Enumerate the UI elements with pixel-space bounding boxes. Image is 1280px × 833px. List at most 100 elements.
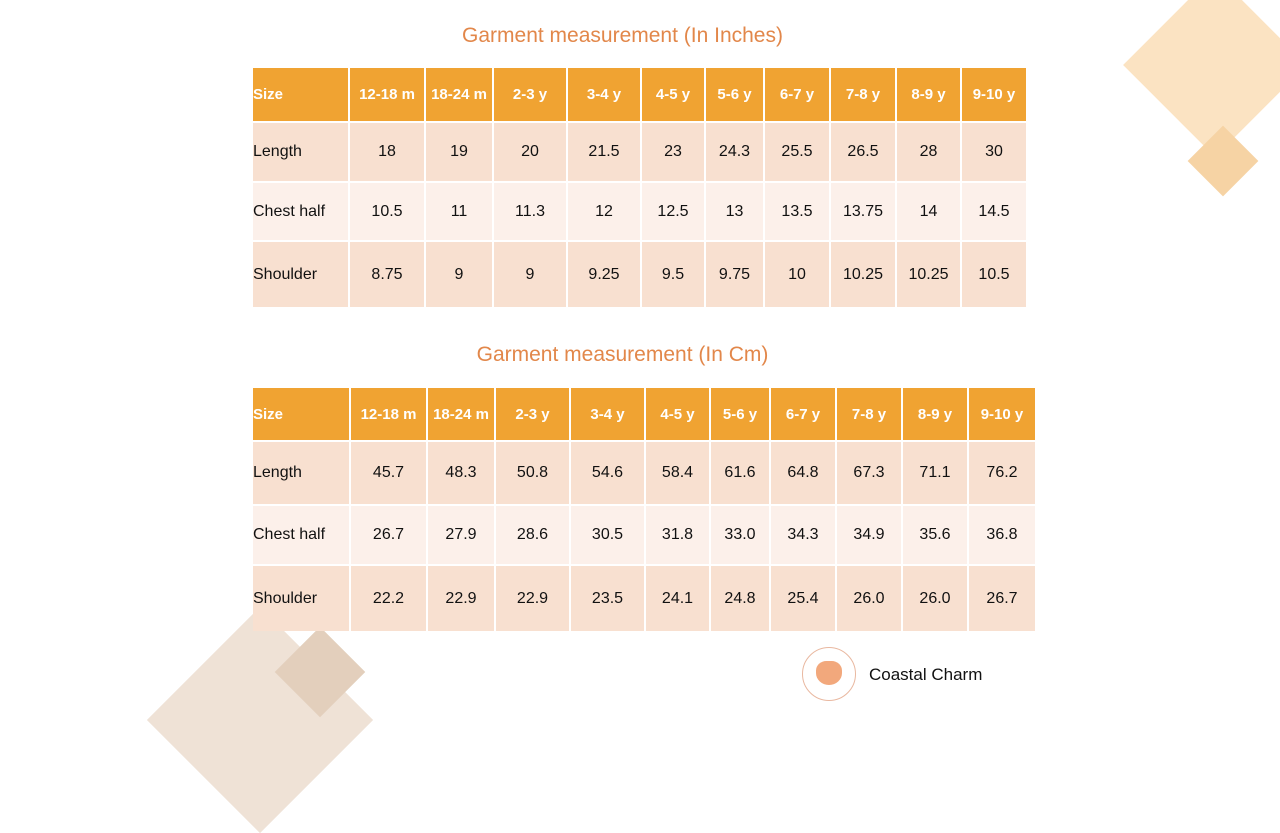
column-header: 4-5 y: [646, 388, 709, 440]
table-cell: 21.5: [568, 123, 640, 181]
row-label: Length: [253, 123, 348, 181]
table-cell: 26.7: [351, 506, 426, 564]
column-header: Size: [253, 388, 349, 440]
table-cell: 30: [962, 123, 1026, 181]
table-cell: 30.5: [571, 506, 644, 564]
table-cell: 22.2: [351, 566, 426, 631]
table-cell: 8.75: [350, 242, 424, 307]
row-label: Chest half: [253, 506, 349, 564]
table-cell: 22.9: [428, 566, 494, 631]
table-cell: 9: [494, 242, 566, 307]
row-label: Shoulder: [253, 242, 348, 307]
table-cell: 64.8: [771, 442, 835, 504]
table-cell: 23: [642, 123, 704, 181]
table-cell: 24.3: [706, 123, 763, 181]
column-header: 2-3 y: [494, 68, 566, 121]
table-cell: 45.7: [351, 442, 426, 504]
column-header: 2-3 y: [496, 388, 569, 440]
table-cell: 11: [426, 183, 492, 240]
column-header: 3-4 y: [568, 68, 640, 121]
column-header: Size: [253, 68, 348, 121]
table-cell: 9.75: [706, 242, 763, 307]
table-cell: 12: [568, 183, 640, 240]
table-cell: 19: [426, 123, 492, 181]
table-cell: 24.8: [711, 566, 769, 631]
row-label: Chest half: [253, 183, 348, 240]
table-cell: 18: [350, 123, 424, 181]
table-row: Chest half 10.5 11 11.3 12 12.5 13 13.5 13.75 14 1…: [253, 183, 1026, 240]
table-cell: 34.3: [771, 506, 835, 564]
table-cell: 54.6: [571, 442, 644, 504]
table-cell: 14: [897, 183, 960, 240]
table-cell: 26.0: [837, 566, 901, 631]
column-header: 18-24 m: [428, 388, 494, 440]
table-cell: 25.4: [771, 566, 835, 631]
table-cell: 12.5: [642, 183, 704, 240]
column-header: 18-24 m: [426, 68, 492, 121]
table-cell: 13.75: [831, 183, 895, 240]
table-row: Length 18 19 20 21.5 23 24.3 25.5 26.5 28 30: [253, 123, 1026, 181]
column-header: 3-4 y: [571, 388, 644, 440]
table-cell: 31.8: [646, 506, 709, 564]
table-cell: 26.0: [903, 566, 967, 631]
column-header: 8-9 y: [903, 388, 967, 440]
table-cell: 26.7: [969, 566, 1035, 631]
table-cell: 35.6: [903, 506, 967, 564]
heart-logo-icon: [802, 647, 856, 701]
table-cell: 27.9: [428, 506, 494, 564]
table-row: Chest half 26.7 27.9 28.6 30.5 31.8 33.0 34.3 34…: [253, 506, 1035, 564]
table-cell: 13: [706, 183, 763, 240]
column-header: 12-18 m: [351, 388, 426, 440]
table-row: Shoulder 22.2 22.9 22.9 23.5 24.1 24.8 25.4 26.0…: [253, 566, 1035, 631]
table-cell: 58.4: [646, 442, 709, 504]
header-row: Size 12-18 m 18-24 m 2-3 y 3-4 y 4-5 y 5-6 y 6-…: [253, 388, 1035, 440]
brand-name: Coastal Charm: [869, 665, 983, 684]
row-label: Shoulder: [253, 566, 349, 631]
table-cell: 61.6: [711, 442, 769, 504]
table-cell: 33.0: [711, 506, 769, 564]
table-cell: 24.1: [646, 566, 709, 631]
table-cell: 22.9: [496, 566, 569, 631]
column-header: 5-6 y: [706, 68, 763, 121]
table-cell: 9.25: [568, 242, 640, 307]
table-cell: 11.3: [494, 183, 566, 240]
cm-table-title: Garment measurement (In Cm): [476, 343, 769, 366]
table-cell: 36.8: [969, 506, 1035, 564]
table-cell: 9.5: [642, 242, 704, 307]
table-row: Shoulder 8.75 9 9 9.25 9.5 9.75 10 10.25 10.25 10.…: [253, 242, 1026, 307]
column-header: 12-18 m: [350, 68, 424, 121]
table-cell: 23.5: [571, 566, 644, 631]
table-cell: 10.5: [962, 242, 1026, 307]
inches-table: Size 12-18 m 18-24 m 2-3 y 3-4 y 4-5 y 5-6 y 6-…: [251, 66, 1028, 309]
column-header: 7-8 y: [831, 68, 895, 121]
inches-table-title: Garment measurement (In Inches): [462, 24, 783, 47]
table-cell: 50.8: [496, 442, 569, 504]
column-header: 4-5 y: [642, 68, 704, 121]
column-header: 9-10 y: [969, 388, 1035, 440]
row-label: Length: [253, 442, 349, 504]
table-cell: 26.5: [831, 123, 895, 181]
table-row: Length 45.7 48.3 50.8 54.6 58.4 61.6 64.8 67.3 71…: [253, 442, 1035, 504]
table-cell: 10: [765, 242, 829, 307]
table-cell: 34.9: [837, 506, 901, 564]
table-cell: 71.1: [903, 442, 967, 504]
column-header: 8-9 y: [897, 68, 960, 121]
table-cell: 28: [897, 123, 960, 181]
table-cell: 9: [426, 242, 492, 307]
column-header: 5-6 y: [711, 388, 769, 440]
table-cell: 76.2: [969, 442, 1035, 504]
table-cell: 48.3: [428, 442, 494, 504]
table-cell: 10.5: [350, 183, 424, 240]
header-row: Size 12-18 m 18-24 m 2-3 y 3-4 y 4-5 y 5-6 y 6-…: [253, 68, 1026, 121]
table-cell: 20: [494, 123, 566, 181]
table-cell: 67.3: [837, 442, 901, 504]
table-cell: 10.25: [831, 242, 895, 307]
column-header: 9-10 y: [962, 68, 1026, 121]
table-cell: 10.25: [897, 242, 960, 307]
column-header: 7-8 y: [837, 388, 901, 440]
cm-table: Size 12-18 m 18-24 m 2-3 y 3-4 y 4-5 y 5-6 y 6-…: [251, 386, 1037, 633]
table-cell: 13.5: [765, 183, 829, 240]
table-cell: 28.6: [496, 506, 569, 564]
column-header: 6-7 y: [771, 388, 835, 440]
table-cell: 14.5: [962, 183, 1026, 240]
